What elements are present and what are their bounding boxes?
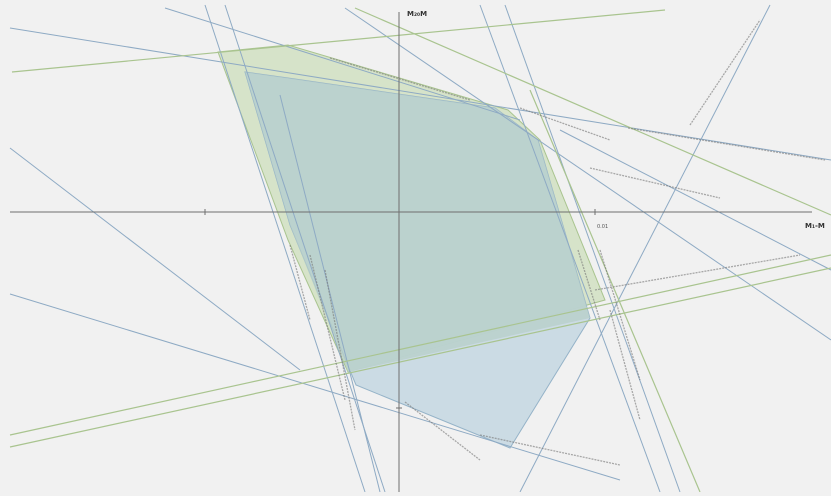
constraint-line-green (9, 254, 831, 436)
y-axis-label: M₂₀M (407, 10, 427, 18)
constraint-line-green (11, 9, 666, 73)
line-annotation (689, 19, 761, 126)
line-annotation (289, 244, 311, 321)
constraint-line (204, 4, 366, 493)
constraint-line (479, 4, 661, 493)
line-annotation (627, 127, 826, 161)
constraint-line-green (529, 89, 701, 493)
constraint-line (164, 7, 521, 121)
line-annotation (589, 167, 721, 199)
constraint-line (9, 293, 621, 481)
line-annotation (329, 57, 471, 101)
line-annotation (309, 254, 346, 401)
line-annotation (609, 309, 641, 421)
constraint-line (9, 147, 301, 371)
line-annotation (479, 434, 621, 466)
line-annotation (577, 249, 601, 321)
constraint-line (559, 129, 831, 271)
constraint-line-green (354, 7, 831, 216)
line-annotation (519, 107, 611, 141)
x-axis-label: M₁-M (805, 222, 825, 230)
line-annotation (404, 401, 481, 461)
x-tick-label: 0.01 (597, 224, 608, 230)
constraint-line (519, 4, 771, 493)
line-annotation (599, 249, 641, 381)
line-annotations (289, 19, 826, 466)
constraint-line (344, 7, 831, 341)
line-annotation (324, 269, 356, 431)
line-annotation (594, 254, 801, 291)
constraint-line (224, 4, 386, 493)
constraint-line-green (9, 267, 831, 448)
constraint-line (9, 27, 831, 161)
